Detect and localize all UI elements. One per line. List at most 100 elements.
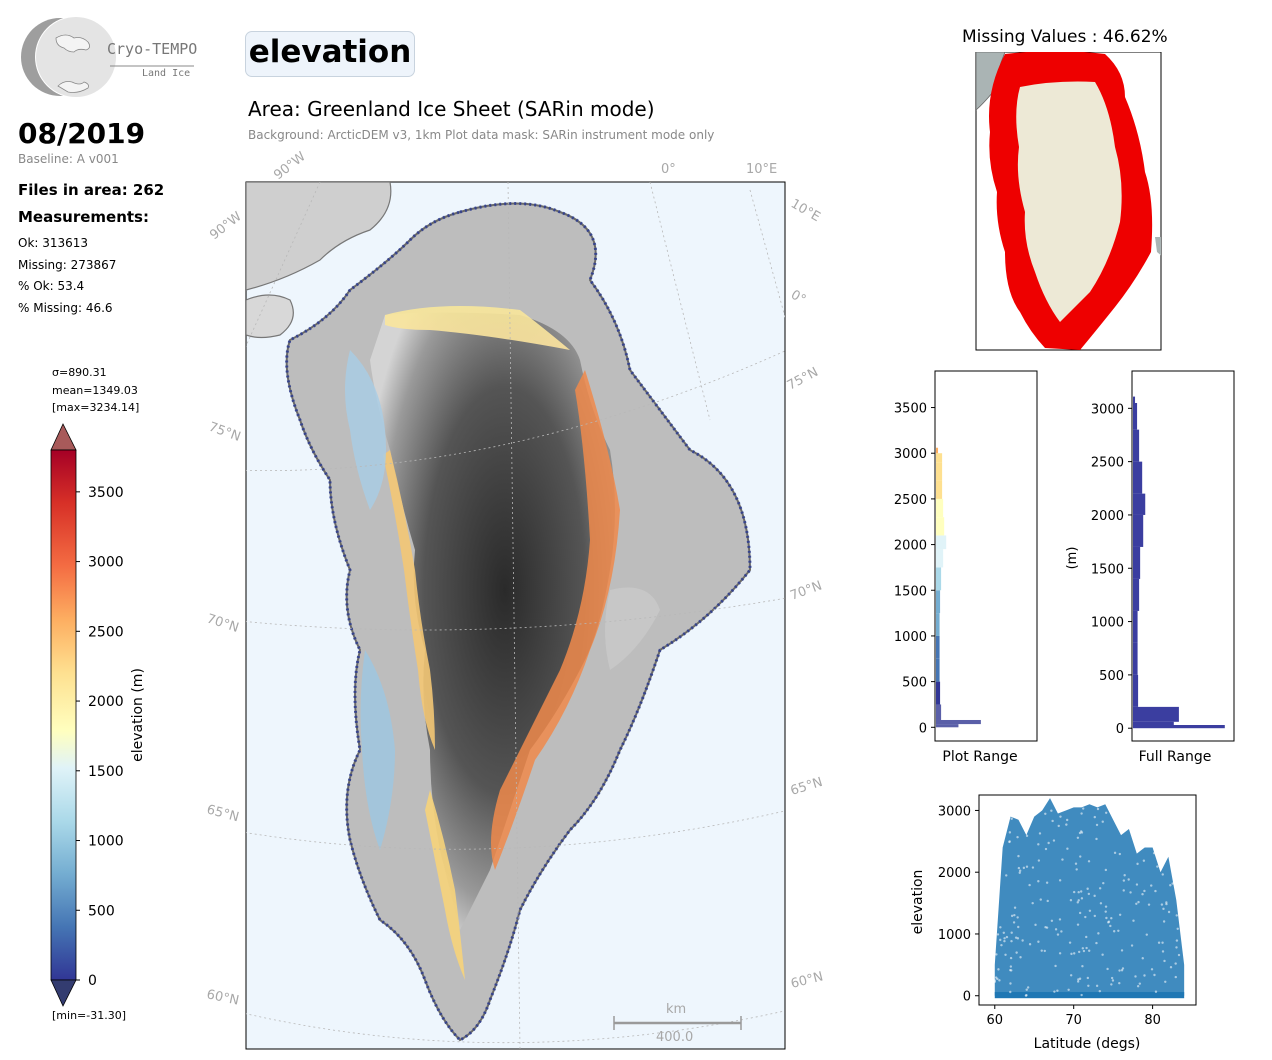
histogram-bar [1133,396,1136,403]
scatter-gap [1000,943,1003,947]
histogram-bar [1133,493,1146,515]
scatter-gap [1044,812,1047,815]
scatter-gap [1141,892,1144,896]
scatter-gap [1076,901,1079,904]
scatter-x-tick-label: 60 [987,1013,1004,1028]
scatter-gap [1050,809,1053,812]
scatter-gap [1176,927,1179,930]
scatter-gap [1075,868,1078,871]
parameter-badge: elevation [245,31,415,77]
measurements-title: Measurements: [18,208,149,226]
scatter-gap [1015,951,1018,954]
histogram-bar [936,480,943,499]
scatter-gap [1080,831,1084,834]
scatter-gap [1123,874,1126,877]
scatter-gap [1161,941,1164,944]
scatter-gap [1110,917,1113,920]
scatter-gap [1162,920,1166,923]
scatter-gap [1045,926,1049,929]
scatter-gap [997,968,1000,971]
scatter-gap [1016,835,1019,839]
scatter-gap [1113,851,1117,855]
scatter-gap [1156,865,1159,868]
scatter-gap [1107,921,1110,924]
scatter-gap [1137,900,1140,904]
scatter-gap [1121,967,1125,970]
scatter-gap [1135,883,1139,886]
scatter-gap [1080,812,1083,815]
histogram-bar [936,535,947,550]
hist-y-tick-label: 2500 [1091,456,1124,471]
scatter-x-tick-label: 70 [1065,1013,1082,1028]
scatter-gap [1129,891,1132,894]
scatter-gap [1175,914,1178,917]
scatter-gap [1150,968,1154,971]
ice-sheet-interior [370,312,615,930]
scale-value: 400.0 [656,1030,693,1045]
scatter-gap [1138,982,1142,985]
area-title: Area: Greenland Ice Sheet (SARin mode) [248,97,655,121]
scatter-gap [1046,899,1049,903]
scatter-gap [1143,974,1146,977]
colorbar-tick-label: 500 [88,903,115,919]
scatter-gap [999,938,1002,942]
scatter-gap [1073,952,1076,955]
graticule [246,182,785,1049]
scatter-gap [1122,879,1126,882]
scatter-gap [995,953,998,956]
scatter-gap [1132,919,1135,922]
scatter-gap [1150,884,1153,887]
scatter-y-tick-label: 0 [963,990,971,1005]
scatter-gap [1164,980,1167,984]
parameter-label: elevation [248,34,412,70]
histogram-bar [1133,429,1140,462]
histogram-bar [936,498,944,518]
scatter-gap [1056,989,1059,992]
scatter-gap [1002,931,1006,934]
scatter-gap [1052,839,1056,842]
scatter-gap [1167,910,1171,914]
scatter-gap [1112,930,1116,933]
colorbar-label: elevation (m) [130,668,146,762]
scatter-gap [1013,913,1016,917]
scatter-gap [1120,949,1124,952]
scatter-gap [1038,832,1042,835]
scatter-gap [1043,949,1046,953]
scatter-gap [1058,952,1062,955]
scatter-gap [1095,837,1098,841]
scatter-gap [1017,854,1020,858]
scatter-gap [1120,969,1124,972]
scatter-x-tick-label: 80 [1144,1013,1161,1028]
hist2-axes [1131,370,1235,742]
scatter-gap [1056,933,1060,936]
scatter-gap [1070,952,1073,956]
scatter-gap [1127,878,1130,881]
hist-y-tick-label: 2500 [894,493,927,508]
scatter-gap [1141,957,1144,960]
scatter-gap [1067,988,1070,991]
scatter-gap [1118,913,1122,916]
scatter-gap [1118,852,1122,856]
scatter-gap [1102,881,1105,885]
scatter-gap [1086,887,1089,890]
scatter-gap [1174,975,1177,979]
scatter-gap [1105,916,1108,920]
scatter-gap [1081,947,1085,950]
scatter-gap [1085,935,1088,939]
scatter-gap [1161,873,1164,876]
hist1-xlabel: Plot Range [942,749,1017,765]
histogram-bar [936,517,945,536]
scatter-gap [1161,950,1165,953]
scatter-gap [1009,968,1012,972]
scatter-gap [1093,815,1096,819]
hist-y-tick-label: 3500 [894,402,927,417]
scatter-gap [1135,902,1138,905]
elevation-latitude-scatter: 60 70 80 0 1000 2000 3000 elevation Latitude (… [910,794,1197,1052]
scatter-gap [1087,892,1091,896]
scatter-gap [1088,909,1092,912]
colorbar-min-extension [50,979,77,1007]
scatter-gap [1082,807,1085,810]
scatter-gap [1162,907,1165,911]
scatter-gap [1077,899,1080,902]
histogram-bar [936,724,959,728]
